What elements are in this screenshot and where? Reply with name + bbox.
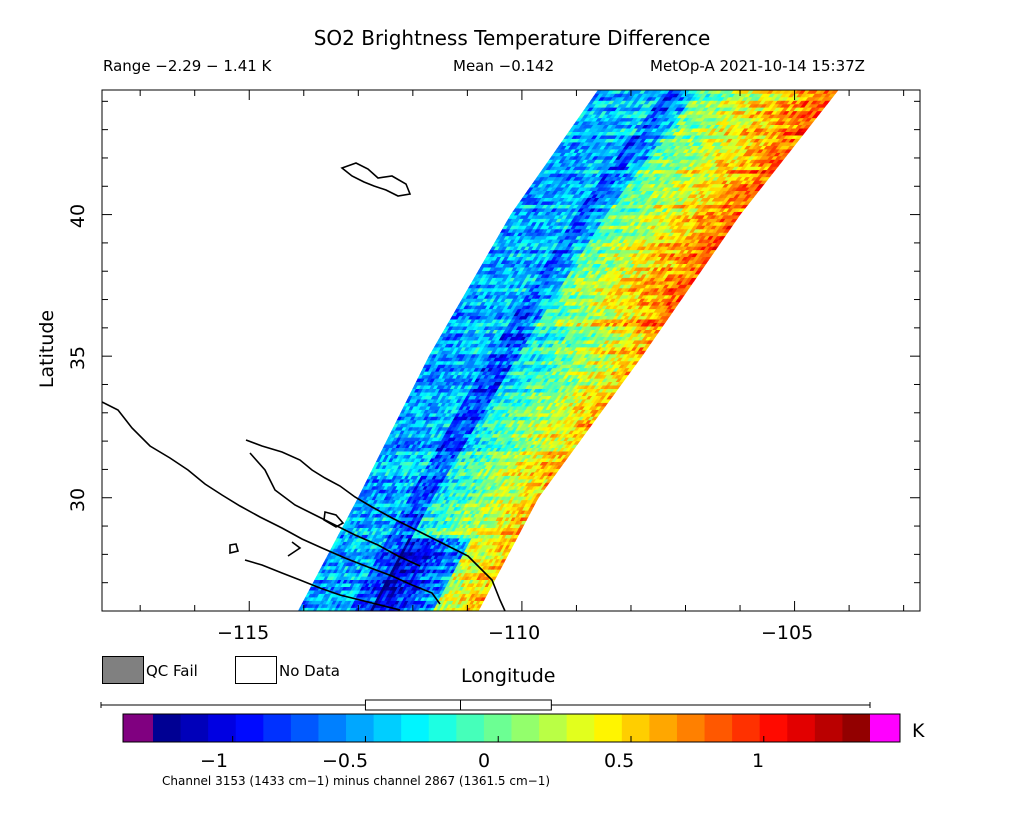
swath-layer: [297, 90, 839, 611]
satellite-time-label: MetOp-A 2021-10-14 15:37Z: [650, 57, 865, 75]
mean-label: Mean −0.142: [453, 57, 555, 75]
chart-title: SO2 Brightness Temperature Difference: [313, 26, 711, 50]
range-label: Range −2.29 − 1.41 K: [103, 57, 272, 75]
